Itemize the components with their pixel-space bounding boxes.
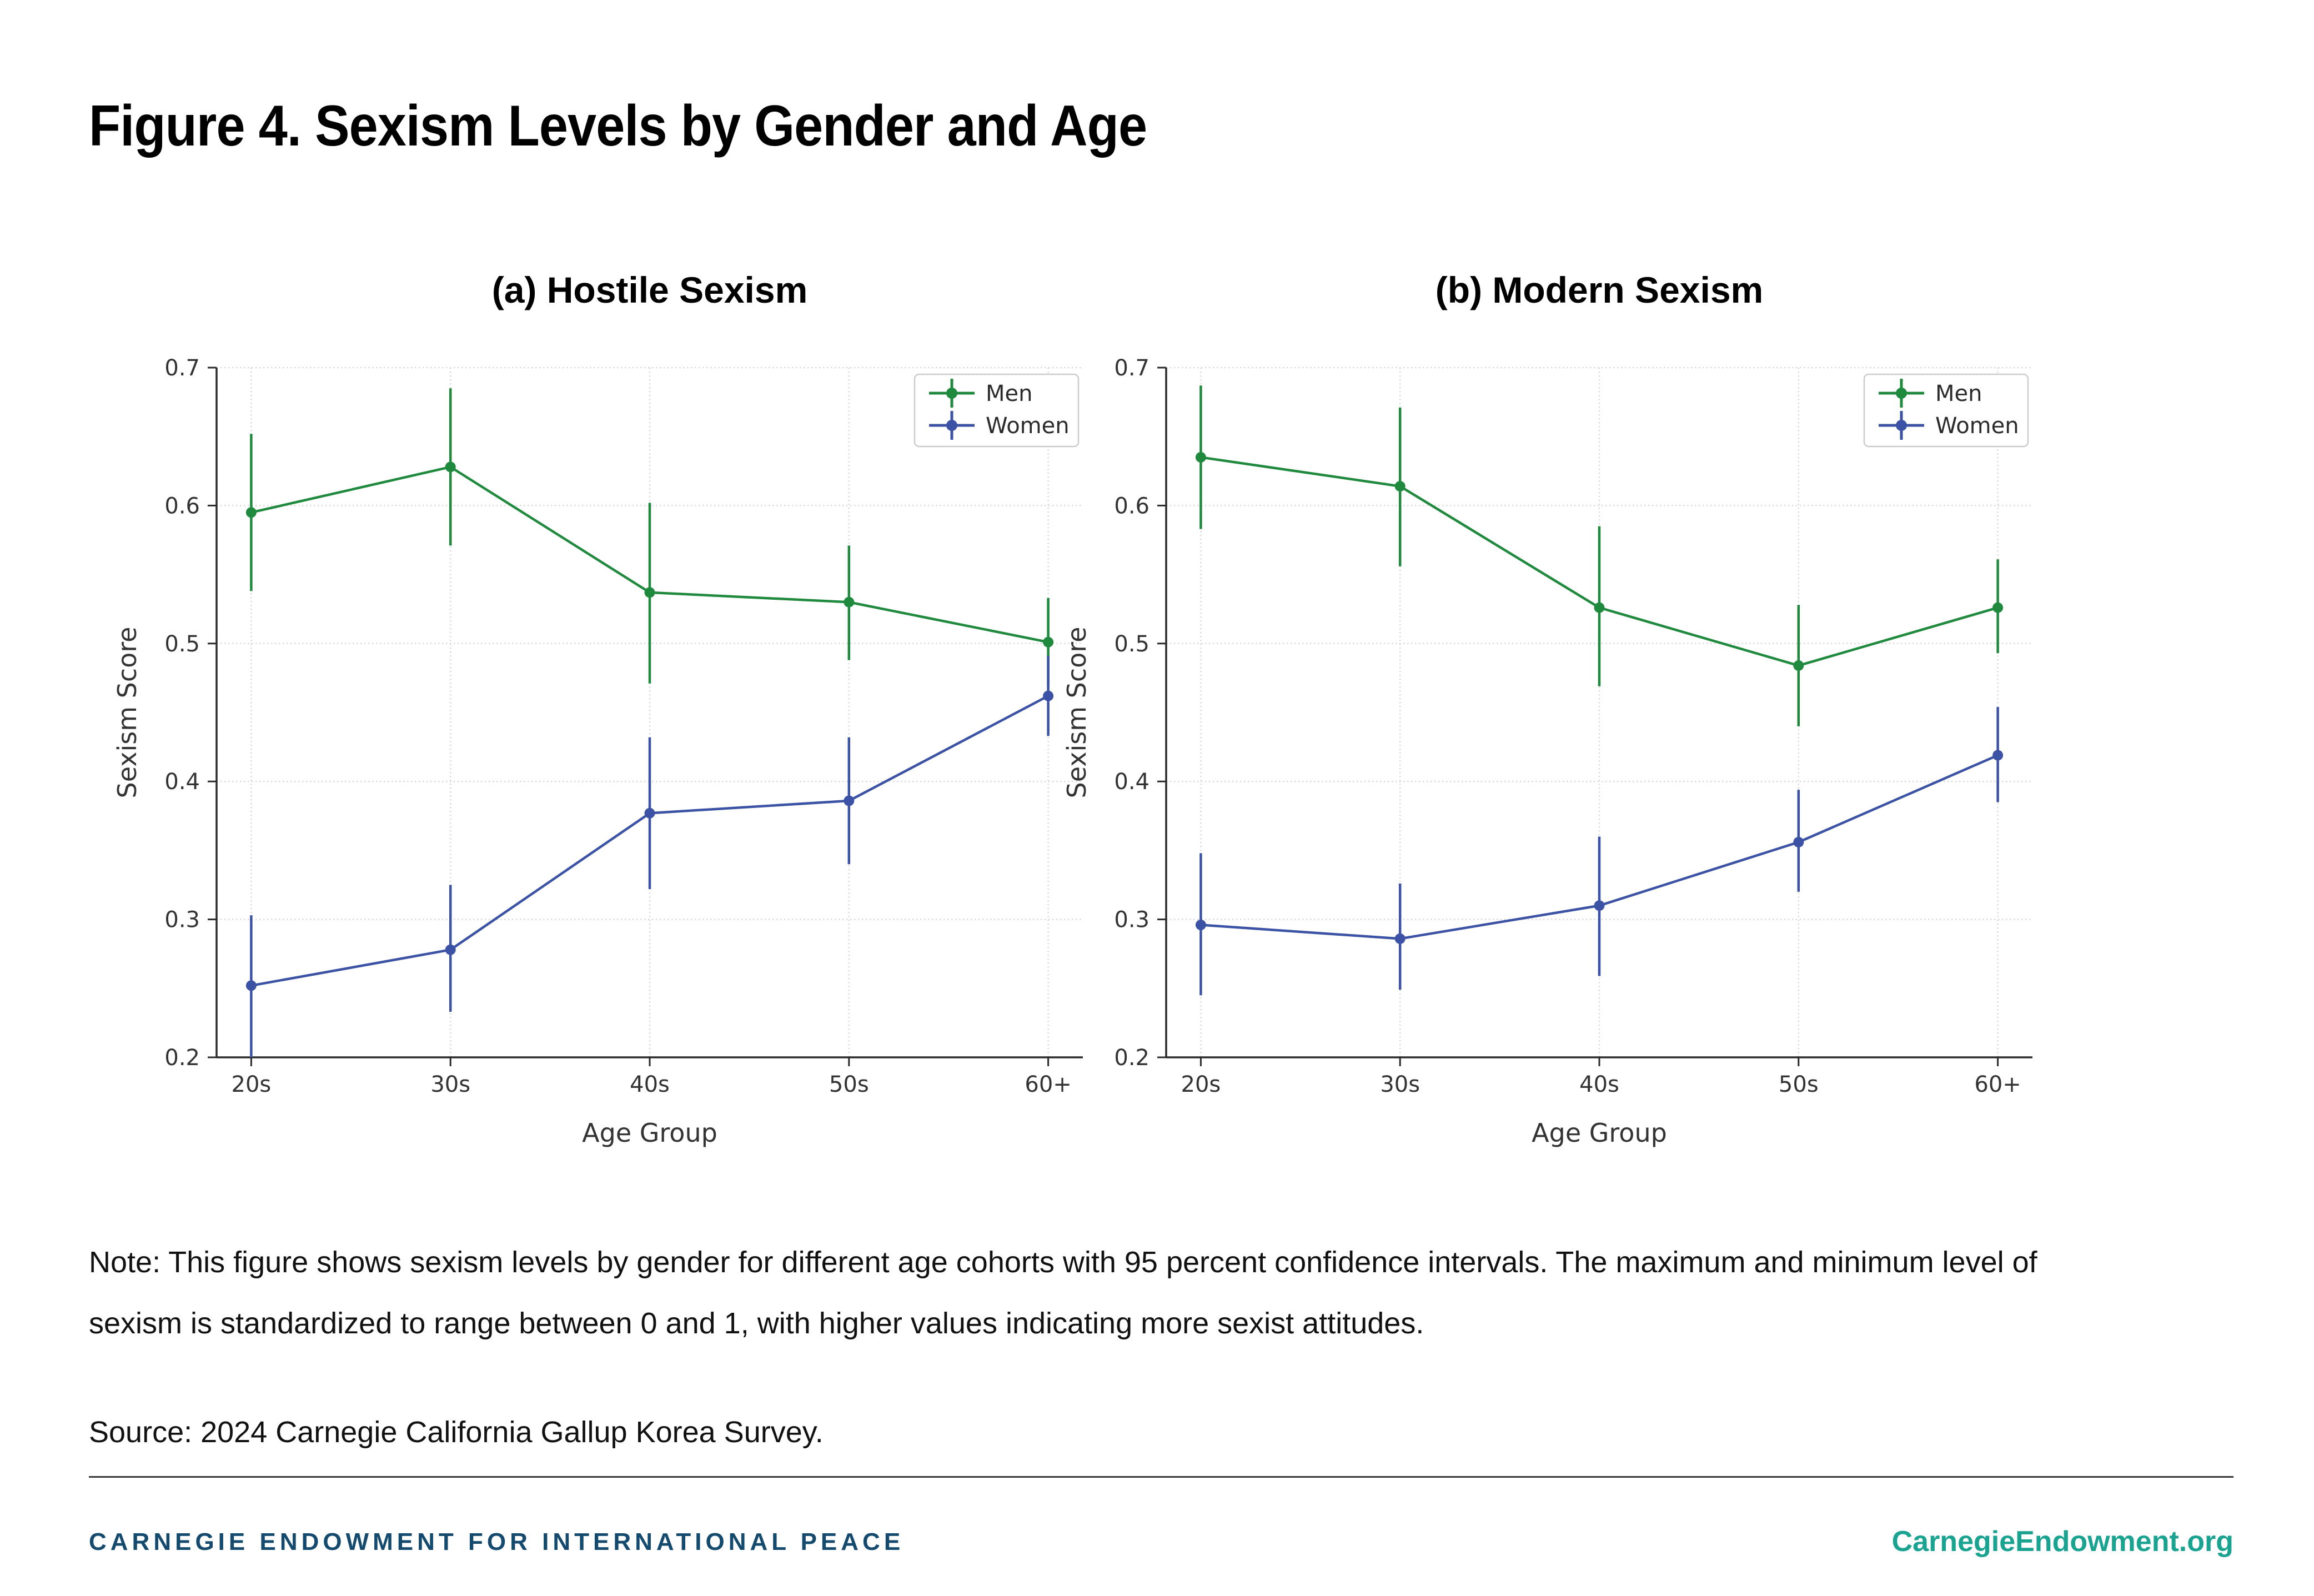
men-data-point xyxy=(1043,636,1054,648)
y-tick-label: 0.7 xyxy=(1114,355,1150,381)
women-data-point xyxy=(1594,900,1605,911)
legend-label: Men xyxy=(1935,381,1982,406)
legend-marker-glyph xyxy=(1896,420,1907,431)
panel-title: (a) Hostile Sexism xyxy=(492,269,808,310)
y-tick-label: 0.2 xyxy=(164,1045,200,1071)
y-tick-label: 0.6 xyxy=(1114,493,1150,519)
women-data-point xyxy=(445,944,456,955)
y-tick-label: 0.7 xyxy=(164,355,200,381)
x-tick-label: 30s xyxy=(1380,1072,1420,1097)
footer-website-link[interactable]: CarnegieEndowment.org xyxy=(1891,1525,2233,1558)
y-tick-label: 0.3 xyxy=(164,907,200,933)
legend-marker-glyph xyxy=(946,388,957,399)
y-tick-label: 0.3 xyxy=(1114,907,1150,933)
women-data-point xyxy=(1195,920,1206,931)
legend-label: Women xyxy=(1935,413,2019,439)
x-axis-label: Age Group xyxy=(1532,1118,1667,1148)
x-tick-label: 20s xyxy=(1181,1072,1221,1097)
footer-divider xyxy=(89,1476,2233,1478)
men-data-point xyxy=(245,507,257,518)
x-tick-label: 60+ xyxy=(1974,1072,2021,1097)
x-tick-label: 50s xyxy=(829,1072,869,1097)
figure-source: Source: 2024 Carnegie California Gallup … xyxy=(89,1416,824,1449)
y-tick-label: 0.5 xyxy=(1114,631,1150,657)
men-data-point xyxy=(844,596,855,608)
men-data-point xyxy=(644,587,655,598)
men-data-point xyxy=(1594,602,1605,613)
x-tick-label: 20s xyxy=(232,1072,272,1097)
x-axis-label: Age Group xyxy=(582,1118,717,1148)
y-tick-label: 0.6 xyxy=(164,493,200,519)
chart-panel-modern-sexism: 0.2 0.3 0.4 0.5 0.6 0.7 20s 30s 40s 50s 60+ (b) Mod… xyxy=(1062,269,2032,1148)
women-data-point xyxy=(1043,690,1054,701)
legend-label: Women xyxy=(986,413,1070,439)
y-tick-label: 0.4 xyxy=(164,769,200,795)
women-data-point xyxy=(245,980,257,991)
x-tick-label: 50s xyxy=(1779,1072,1819,1097)
y-tick-label: 0.5 xyxy=(164,631,200,657)
figure-title: Figure 4. Sexism Levels by Gender and Ag… xyxy=(89,94,1147,158)
women-data-point xyxy=(844,795,855,806)
y-tick-label: 0.2 xyxy=(1114,1045,1150,1071)
y-axis-label: Sexism Score xyxy=(112,627,142,799)
x-tick-label: 60+ xyxy=(1025,1072,1071,1097)
women-data-point xyxy=(1394,933,1406,944)
x-tick-label: 40s xyxy=(1579,1072,1619,1097)
women-data-point xyxy=(644,807,655,819)
legend-marker-glyph xyxy=(1896,388,1907,399)
chart-panel-hostile-sexism: 0.2 0.3 0.4 0.5 0.6 0.7 20s 30s 40s 50s 60+ (a) Hos… xyxy=(112,269,1083,1148)
y-axis-label: Sexism Score xyxy=(1062,627,1092,799)
men-data-point xyxy=(1195,451,1206,463)
figure-note: Note: This figure shows sexism levels by… xyxy=(89,1246,2037,1340)
footer-org-name: CARNEGIE ENDOWMENT FOR INTERNATIONAL PEA… xyxy=(89,1528,905,1555)
women-data-point xyxy=(1992,750,2004,761)
y-tick-label: 0.4 xyxy=(1114,769,1150,795)
women-data-point xyxy=(1793,836,1804,847)
men-data-point xyxy=(445,461,456,473)
men-data-point xyxy=(1793,660,1804,671)
men-data-point xyxy=(1992,602,2004,613)
men-data-point xyxy=(1394,481,1406,492)
x-tick-label: 30s xyxy=(430,1072,470,1097)
legend-marker-glyph xyxy=(946,420,957,431)
x-tick-label: 40s xyxy=(630,1072,670,1097)
legend-label: Men xyxy=(986,381,1032,406)
panel-title: (b) Modern Sexism xyxy=(1435,269,1763,310)
